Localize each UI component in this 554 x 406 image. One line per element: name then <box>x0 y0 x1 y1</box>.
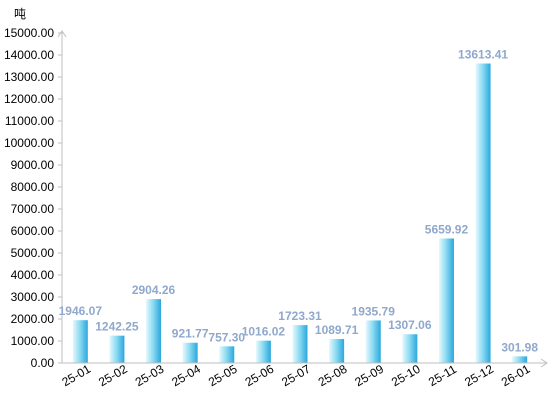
y-tick-label: 14000.00 <box>4 48 54 62</box>
x-tick-label-25-06: 25-06 <box>243 362 277 390</box>
x-axis: 25-01 25-02 25-03 25-04 25-05 25-06 25-07 25-08… <box>60 358 548 390</box>
data-label-25-04: 921.77 <box>172 327 209 341</box>
x-tick-label-25-10: 25-10 <box>389 362 423 390</box>
y-tick-label: 0.00 <box>31 356 55 370</box>
data-label-25-12: 13613.41 <box>458 48 508 62</box>
y-tick-label: 6000.00 <box>11 224 55 238</box>
y-tick-label: 2000.00 <box>11 312 55 326</box>
x-tick-label-25-01: 25-01 <box>60 362 94 390</box>
bar-25-07 <box>292 325 308 363</box>
data-label-25-02: 1242.25 <box>95 320 139 334</box>
y-tick-label: 11000.00 <box>5 114 54 128</box>
y-tick-label: 5000.00 <box>11 246 55 260</box>
bar-25-01 <box>72 320 88 363</box>
y-tick-label: 1000.00 <box>11 334 55 348</box>
bar-25-03 <box>146 299 162 363</box>
x-tick-label-25-03: 25-03 <box>133 362 167 390</box>
y-axis-unit-label: 吨 <box>14 7 26 21</box>
bar-25-08 <box>329 339 345 363</box>
bars: 1946.07 1242.25 2904.26 921.77 757.301016.02… <box>59 48 538 364</box>
y-tick-label: 4000.00 <box>11 268 55 282</box>
x-tick-label-25-11: 25-11 <box>426 362 459 389</box>
x-tick-label-25-05: 25-05 <box>206 362 240 390</box>
x-tick-label-25-09: 25-09 <box>352 362 386 390</box>
bar-25-02 <box>109 335 125 363</box>
bar-25-09 <box>365 320 381 363</box>
x-axis-arrow-icon <box>540 358 548 368</box>
bar-25-10 <box>402 334 418 363</box>
data-label-25-01: 1946.07 <box>59 304 103 318</box>
data-label-25-10: 1307.06 <box>388 318 432 332</box>
bar-25-06 <box>255 340 271 363</box>
y-tick-label: 9000.00 <box>11 158 55 172</box>
data-label-25-05: 757.30 <box>208 330 245 344</box>
y-axis: 0.00 1000.00 2000.00 3000.00 4000.00 5000.00 6… <box>4 26 67 370</box>
data-label-26-01: 301.98 <box>501 340 538 354</box>
bar-26-01 <box>512 356 528 363</box>
x-tick-label-25-02: 25-02 <box>96 362 130 390</box>
bar-25-05 <box>219 346 235 363</box>
y-tick-label: 8000.00 <box>11 180 55 194</box>
x-tick-label-25-07: 25-07 <box>279 362 313 390</box>
y-tick-label: 15000.00 <box>4 26 54 40</box>
y-tick-label: 13000.00 <box>4 70 54 84</box>
y-tick-label: 3000.00 <box>11 290 55 304</box>
data-label-25-06: 1016.02 <box>242 325 286 339</box>
y-tick-label: 10000.00 <box>4 136 54 150</box>
x-tick-label-25-08: 25-08 <box>316 362 350 390</box>
data-label-25-07: 1723.31 <box>278 309 322 323</box>
data-label-25-09: 1935.79 <box>352 304 396 318</box>
y-tick-label: 7000.00 <box>11 202 55 216</box>
x-tick-label-26-01: 26-01 <box>499 362 533 390</box>
x-tick-label-25-04: 25-04 <box>169 362 203 390</box>
data-label-25-11: 5659.92 <box>425 222 469 236</box>
data-label-25-08: 1089.71 <box>315 323 359 337</box>
data-label-25-03: 2904.26 <box>132 283 176 297</box>
bar-25-12 <box>475 63 491 364</box>
y-axis-arrow-icon <box>57 30 67 38</box>
x-tick-label-25-12: 25-12 <box>462 362 496 390</box>
bar-25-04 <box>182 342 198 363</box>
bar-25-11 <box>438 238 454 363</box>
y-tick-label: 12000.00 <box>4 92 54 106</box>
